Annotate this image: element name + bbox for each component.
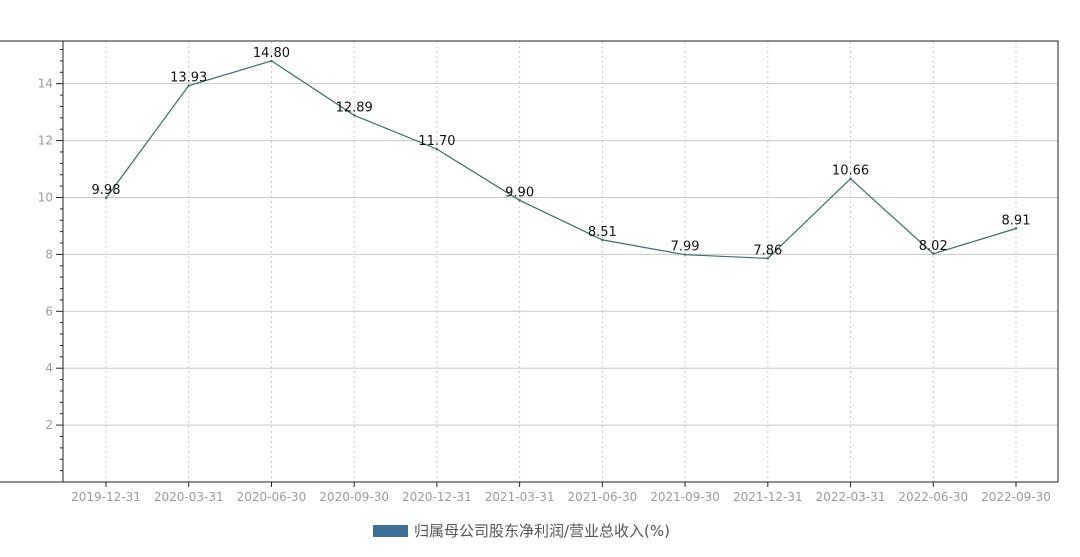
y-axis-tick-labels: 2 4 6 8 10 12 14 bbox=[38, 77, 53, 432]
data-label-4: 11.70 bbox=[418, 134, 455, 149]
legend-label: 归属母公司股东净利润/营业总收入(%) bbox=[414, 522, 670, 540]
vertical-gridlines bbox=[105, 41, 1017, 487]
x-tick-label-6: 2021-06-30 bbox=[567, 490, 637, 504]
y-tick-label-14: 14 bbox=[38, 77, 53, 91]
data-point-8 bbox=[766, 257, 770, 260]
x-tick-label-0: 2019-12-31 bbox=[71, 490, 141, 504]
x-tick-label-4: 2020-12-31 bbox=[402, 490, 472, 504]
x-tick-label-9: 2022-03-31 bbox=[816, 490, 886, 504]
x-tick-label-7: 2021-09-30 bbox=[650, 490, 720, 504]
data-labels: 9.98 13.93 14.80 12.89 11.70 9.90 8.51 7.99 7.86… bbox=[92, 46, 1031, 258]
data-point-3 bbox=[352, 114, 356, 117]
data-point-0 bbox=[104, 196, 108, 200]
series-line bbox=[105, 60, 1017, 260]
data-label-1: 13.93 bbox=[170, 71, 207, 86]
horizontal-gridlines bbox=[0, 40, 1058, 483]
x-tick-label-2: 2020-06-30 bbox=[237, 490, 307, 504]
data-label-0: 9.98 bbox=[92, 183, 121, 198]
data-label-7: 7.99 bbox=[671, 240, 700, 255]
data-label-9: 10.66 bbox=[832, 164, 869, 179]
data-label-6: 8.51 bbox=[588, 225, 617, 240]
x-tick-label-11: 2022-09-30 bbox=[981, 490, 1051, 504]
y-tick-label-4: 4 bbox=[45, 361, 53, 375]
data-point-4 bbox=[435, 147, 439, 151]
data-point-5 bbox=[518, 199, 521, 202]
y-axis-minor-ticks bbox=[60, 49, 63, 472]
data-label-10: 8.02 bbox=[919, 239, 948, 254]
y-tick-label-10: 10 bbox=[38, 190, 53, 204]
x-tick-label-10: 2022-06-30 bbox=[898, 490, 968, 504]
data-point-2 bbox=[270, 59, 273, 63]
x-tick-label-1: 2020-03-31 bbox=[154, 490, 224, 504]
x-tick-label-5: 2021-03-31 bbox=[485, 490, 555, 504]
data-point-11 bbox=[1014, 227, 1018, 230]
data-point-9 bbox=[849, 177, 852, 180]
data-point-7 bbox=[683, 253, 687, 256]
plot-frame bbox=[62, 40, 1059, 483]
series-group bbox=[104, 59, 1018, 260]
y-tick-label-2: 2 bbox=[45, 418, 53, 432]
data-label-11: 8.91 bbox=[1002, 213, 1031, 228]
data-point-6 bbox=[601, 238, 604, 242]
x-tick-label-8: 2021-12-31 bbox=[733, 490, 803, 504]
legend[interactable]: 归属母公司股东净利润/营业总收入(%) bbox=[373, 522, 670, 540]
x-axis-tick-labels: 2019-12-31 2020-03-31 2020-06-30 2020-09-30… bbox=[71, 490, 1051, 504]
legend-swatch bbox=[373, 525, 408, 537]
data-point-10 bbox=[932, 252, 935, 256]
y-tick-label-8: 8 bbox=[45, 247, 53, 261]
y-tick-label-12: 12 bbox=[38, 134, 53, 148]
x-tick-label-3: 2020-09-30 bbox=[319, 490, 389, 504]
data-label-3: 12.89 bbox=[336, 100, 373, 115]
data-label-8: 7.86 bbox=[753, 243, 782, 258]
data-point-1 bbox=[187, 84, 190, 87]
data-label-5: 9.90 bbox=[505, 185, 534, 200]
y-tick-label-6: 6 bbox=[45, 304, 53, 318]
data-label-2: 14.80 bbox=[253, 46, 290, 61]
